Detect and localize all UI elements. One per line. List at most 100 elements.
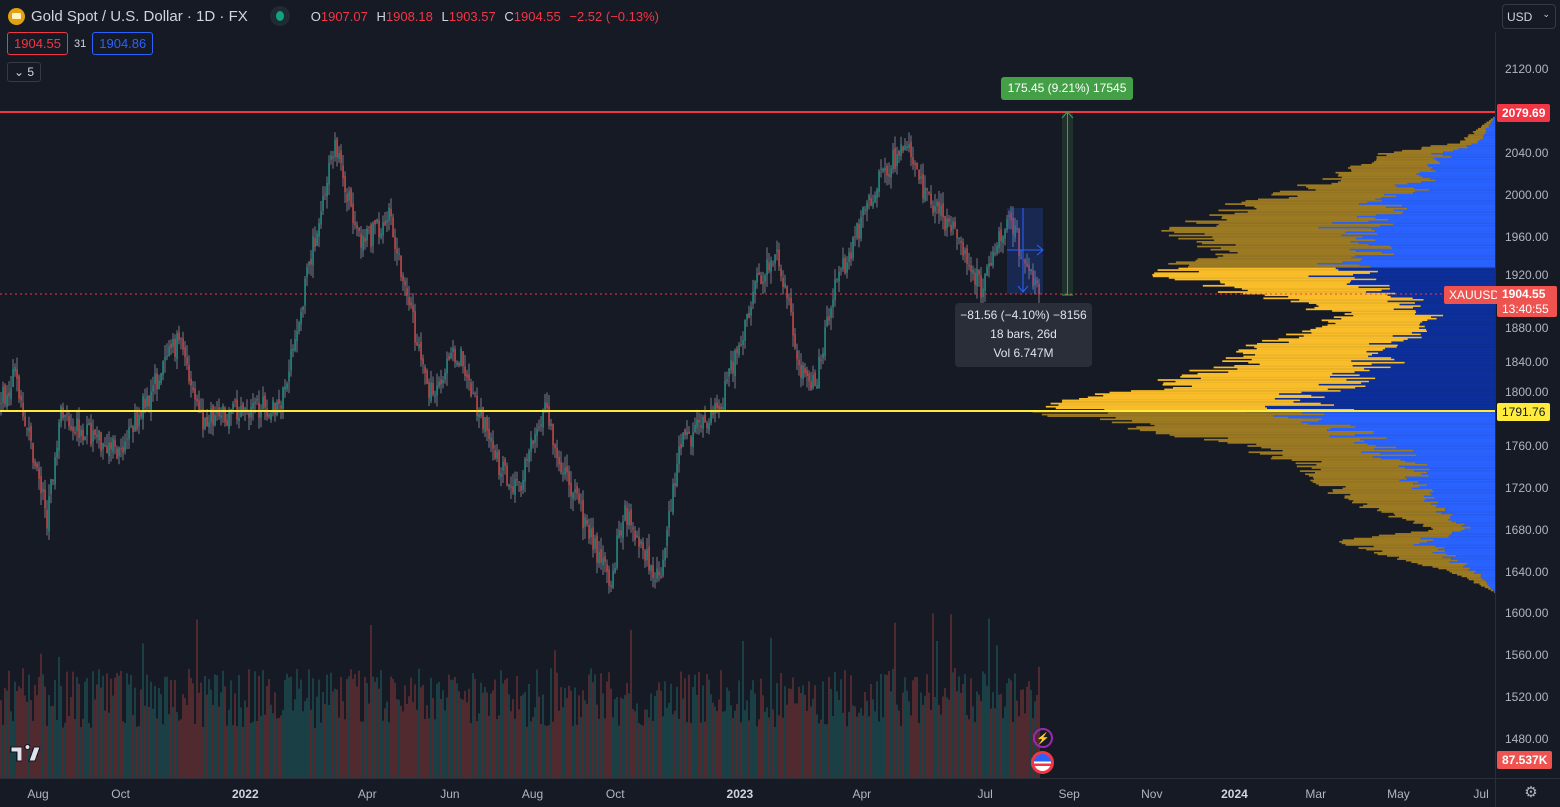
volume-bar [476,721,478,778]
settings-gear-icon[interactable]: ⚙ [1524,784,1538,801]
volume-bar [450,679,452,778]
time-tick: Nov [1141,787,1163,801]
indicators-collapse-button[interactable]: ⌄ 5 [7,62,42,82]
volume-bar [872,699,874,778]
profile-row-volume [1460,140,1479,143]
candle-body [460,349,462,366]
volume-bar [906,690,908,778]
profile-row-volume [1255,354,1373,356]
candle-body [938,201,940,214]
profile-row-up-volume [1349,248,1495,251]
buy-button[interactable]: 1904.86 [92,32,154,55]
volume-bar [992,692,994,778]
volume-tag: 87.537K [1497,751,1553,769]
candle-body [332,156,334,159]
volume-bar [50,706,52,778]
volume-bar [380,670,382,778]
volume-bar [288,677,290,778]
profile-row-volume [1388,515,1451,518]
volume-bar [60,685,62,778]
currency-select[interactable]: USD ⌄ [1502,4,1556,29]
profile-row-up-volume [1384,193,1495,196]
profile-row-volume [1379,507,1446,510]
volume-bar [570,690,572,778]
profile-row-volume [1189,369,1370,372]
symbol-header[interactable]: Gold Spot / U.S. Dollar · 1D · FX O1907.… [8,6,659,26]
date-price-measure-box[interactable] [1007,208,1043,294]
volume-bar [752,680,754,778]
profile-row-up-volume [1427,540,1495,543]
candle-body [756,273,758,283]
candle-body [158,380,160,390]
volume-bar [412,701,414,778]
volume-bar [118,675,120,778]
profile-row-up-volume [1427,471,1495,474]
profile-row-up-volume [1362,258,1495,260]
profile-row-up-volume [1396,446,1495,449]
volume-bar [484,687,486,778]
symbol-title[interactable]: Gold Spot / U.S. Dollar · 1D · FX [31,7,248,25]
us-flag-economic-event-icon[interactable] [1031,751,1054,774]
candle-body [278,399,280,404]
profile-row-up-volume [1373,432,1495,435]
profile-row-volume [1298,336,1422,339]
candle-body [396,248,398,254]
profile-row-volume [1218,440,1365,443]
profile-row-volume [1162,383,1319,386]
candle-body [982,288,984,298]
candle-body [922,173,924,199]
profile-row-volume [1473,581,1487,584]
profile-row-up-volume [1430,168,1495,171]
profile-row-volume [1254,206,1387,209]
candle-body [690,436,692,447]
lightning-event-icon[interactable]: ⚡ [1033,728,1053,748]
candle-body [176,333,178,360]
profile-row-volume [1154,424,1351,427]
sell-button[interactable]: 1904.55 [7,32,68,55]
profile-row-volume [1203,438,1361,441]
volume-bar [276,718,278,778]
volume-bar [682,698,684,778]
profile-row-volume [1363,504,1438,507]
volume-bar [462,699,464,778]
volume-bar [840,679,842,778]
profile-row-volume [1446,569,1469,571]
volume-bar [616,696,618,778]
measure-price-change: −81.56 (−4.10%) −8156 [960,308,1087,322]
candle-body [992,251,994,266]
volume-bar [844,670,846,778]
profile-row-up-volume [1433,539,1495,542]
time-axis[interactable]: Aug Oct 2022 Apr Jun Aug Oct 2023 Apr Jul Sep Nov 20… [0,778,1560,807]
profile-row-up-volume [1349,281,1495,284]
candle-body [892,149,894,170]
profile-row-up-volume [1446,553,1495,556]
volume-bar [982,671,984,778]
volume-bar [544,725,546,778]
candle-body [132,426,134,433]
volume-bar [496,719,498,778]
market-open-status-icon[interactable] [269,6,290,26]
candle-body [466,374,468,378]
volume-bar [94,699,96,778]
candle-body [314,238,316,247]
profile-row-volume [1178,267,1336,270]
volume-bar [556,672,558,778]
price-tick: 2000.00 [1505,187,1549,202]
profile-row-up-volume [1308,275,1495,278]
profile-row-volume [1311,332,1412,334]
volume-bar [328,705,330,778]
profile-row-up-volume [1458,148,1495,150]
volume-bar [704,721,706,778]
volume-bar [1010,680,1012,778]
candle-body [1014,225,1016,238]
volume-bar [492,690,494,778]
candle-body [372,222,374,246]
profile-row-up-volume [1352,365,1495,367]
volume-bar [456,683,458,778]
volume-bar [404,685,406,778]
candle-body [354,221,356,226]
candle-body [30,426,32,441]
candle-body [762,281,764,284]
volume-bar [990,708,992,778]
